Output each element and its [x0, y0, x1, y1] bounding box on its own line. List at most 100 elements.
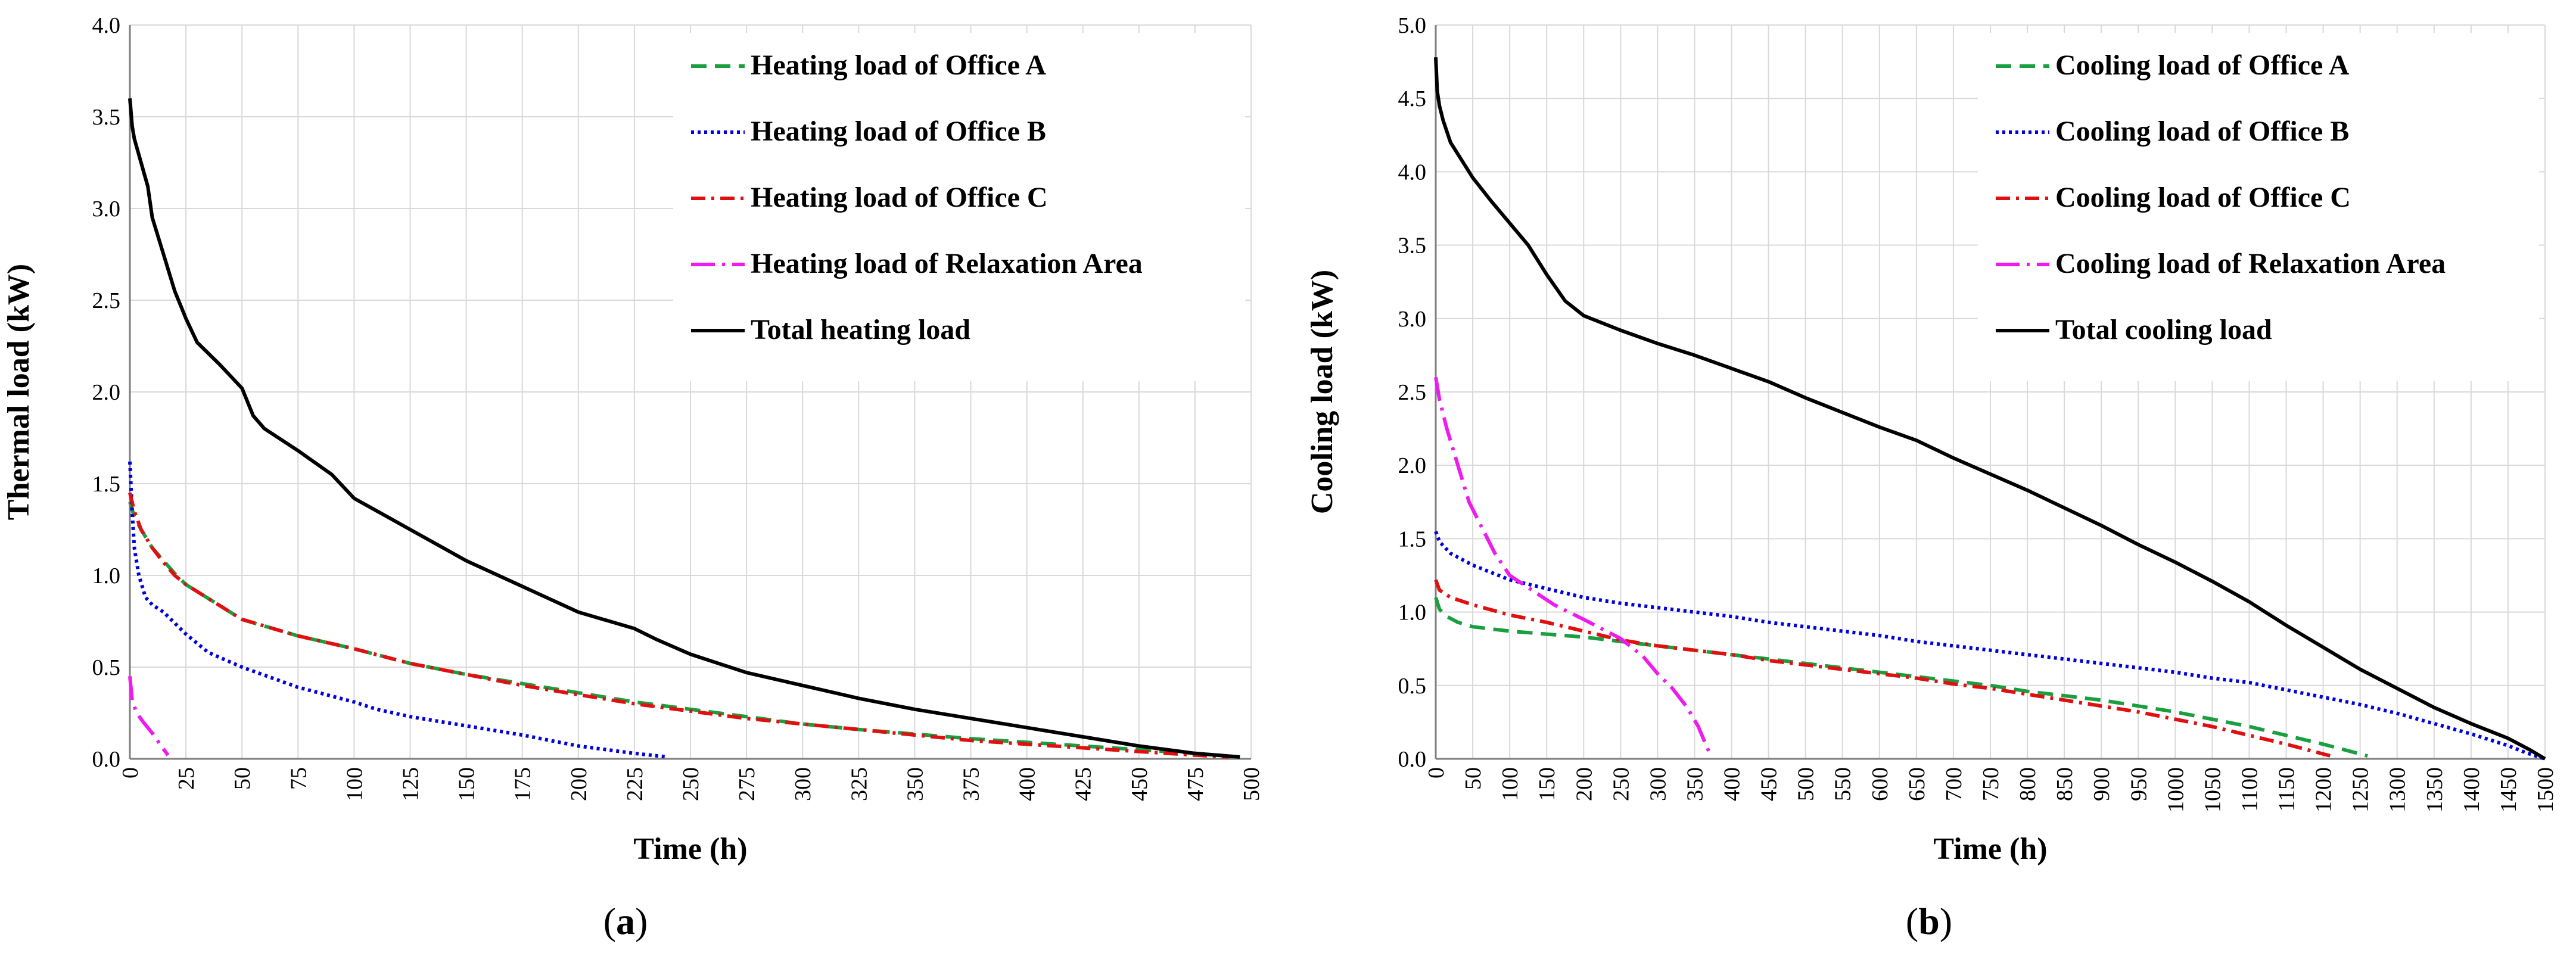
- y-tick-label-a-1: 0.5: [92, 655, 121, 680]
- x-tick-label-a-9: 225: [623, 767, 648, 801]
- x-tick-label-a-4: 100: [342, 767, 367, 801]
- chart-b: 0.0 0.5 1.0 1.5 2.0 2.5 3.0 3.5 4.0 4.5 5.0 0 50 100 1…: [1305, 13, 2558, 866]
- y-tick-label-b-0: 0.0: [1398, 747, 1427, 772]
- panel-label-b: (b): [1906, 900, 1952, 942]
- x-tick-label-b-28: 1400: [2459, 767, 2484, 812]
- x-tick-label-a-20: 500: [1239, 767, 1264, 801]
- y-tick-label-a-4: 2.0: [92, 380, 121, 405]
- x-tick-label-b-4: 200: [1572, 767, 1597, 801]
- x-tick-label-b-0: 0: [1424, 767, 1449, 778]
- x-tick-label-a-11: 275: [735, 767, 760, 801]
- x-tick-label-b-17: 850: [2052, 767, 2077, 801]
- series-line-heating-load-of-relaxation-area: [128, 676, 170, 756]
- x-tick-label-b-24: 1200: [2311, 767, 2337, 812]
- x-tick-label-b-22: 1100: [2237, 767, 2262, 812]
- x-tick-label-b-12: 600: [1868, 767, 1893, 801]
- series-line-cooling-load-of-relaxation-area: [1434, 376, 1713, 757]
- x-axis-title-b: Time (h): [1933, 832, 2047, 866]
- y-tick-label-a-7: 3.5: [92, 105, 121, 130]
- x-tick-label-a-5: 125: [399, 767, 424, 801]
- legend-label-heating-load-of-relaxation-area: Heating load of Relaxation Area: [751, 248, 1143, 279]
- x-tick-label-b-15: 750: [1978, 767, 2003, 801]
- panel-label-a: (a): [603, 900, 648, 942]
- x-tick-label-b-26: 1300: [2385, 767, 2410, 812]
- x-tick-label-a-3: 75: [286, 767, 311, 790]
- x-tick-label-b-6: 300: [1645, 767, 1670, 801]
- y-axis-title-a: Thermal load (kW): [2, 264, 36, 520]
- legend-label-cooling-load-of-office-b: Cooling load of Office B: [2055, 116, 2349, 147]
- y-tick-label-b-5: 2.5: [1398, 380, 1427, 405]
- x-tick-label-b-21: 1050: [2200, 767, 2225, 812]
- legend-label-total-cooling-load: Total cooling load: [2055, 314, 2272, 345]
- y-tick-label-a-6: 3.0: [92, 197, 121, 222]
- legend-label-total-heating-load: Total heating load: [751, 314, 970, 345]
- x-tick-label-b-27: 1350: [2422, 767, 2447, 812]
- x-tick-label-a-1: 25: [174, 767, 199, 790]
- x-tick-label-b-19: 950: [2126, 767, 2151, 801]
- x-tick-label-a-18: 450: [1127, 767, 1152, 801]
- series-line-heating-load-of-office-b: [128, 461, 668, 759]
- legend-label-cooling-load-of-office-a: Cooling load of Office A: [2055, 49, 2350, 81]
- x-tick-label-b-8: 400: [1720, 767, 1745, 801]
- y-tick-label-a-3: 1.5: [92, 472, 121, 497]
- series-line-heating-load-of-office-a: [128, 501, 1240, 759]
- y-tick-label-b-8: 4.0: [1398, 160, 1427, 185]
- x-tick-label-b-13: 650: [1905, 767, 1930, 801]
- legend-box-b: [1978, 33, 2539, 381]
- y-tick-label-b-6: 3.0: [1398, 307, 1427, 332]
- series-line-heating-load-of-office-c: [128, 492, 1229, 759]
- x-tick-label-a-15: 375: [959, 767, 984, 801]
- x-tick-label-a-8: 200: [567, 767, 592, 801]
- series-line-cooling-load-of-office-b: [1434, 531, 2546, 761]
- y-tick-label-b-2: 1.0: [1398, 600, 1427, 625]
- x-tick-label-b-7: 350: [1682, 767, 1707, 801]
- x-tick-label-a-7: 175: [511, 767, 536, 801]
- y-tick-label-b-7: 3.5: [1398, 233, 1427, 259]
- x-tick-label-a-14: 350: [903, 767, 928, 801]
- x-tick-label-b-25: 1250: [2348, 767, 2373, 812]
- y-tick-label-b-1: 0.5: [1398, 674, 1427, 699]
- legend-box-a: [673, 33, 1245, 381]
- x-tick-label-a-16: 400: [1015, 767, 1040, 801]
- y-tick-label-a-8: 4.0: [92, 13, 121, 38]
- x-tick-label-b-14: 700: [1942, 767, 1967, 801]
- y-tick-label-b-9: 4.5: [1398, 86, 1427, 111]
- x-axis-title-a: Time (h): [633, 832, 747, 866]
- x-tick-label-a-12: 300: [791, 767, 816, 801]
- x-tick-label-b-10: 500: [1794, 767, 1819, 801]
- y-tick-label-a-2: 1.0: [92, 563, 121, 588]
- x-tick-label-b-11: 550: [1831, 767, 1856, 801]
- y-axis-title-b: Cooling load (kW): [1305, 270, 1339, 514]
- x-tick-label-b-2: 100: [1498, 767, 1523, 801]
- y-tick-label-b-4: 2.0: [1398, 453, 1427, 478]
- x-tick-label-b-9: 450: [1757, 767, 1782, 801]
- series-line-total-heating-load: [128, 98, 1240, 759]
- x-tick-label-b-20: 1000: [2163, 767, 2188, 812]
- x-tick-label-b-23: 1150: [2275, 767, 2300, 812]
- legend-label-cooling-load-of-relaxation-area: Cooling load of Relaxation Area: [2055, 248, 2446, 279]
- x-tick-label-a-2: 50: [230, 767, 255, 790]
- series-line-cooling-load-of-office-c: [1434, 579, 2331, 758]
- legend-label-heating-load-of-office-a: Heating load of Office A: [751, 49, 1046, 81]
- x-tick-label-b-5: 250: [1609, 767, 1634, 801]
- y-tick-label-a-0: 0.0: [92, 747, 121, 772]
- x-tick-label-b-30: 1500: [2533, 767, 2558, 812]
- x-tick-label-a-10: 250: [679, 767, 704, 801]
- x-tick-label-a-17: 425: [1071, 767, 1096, 801]
- legend-label-heating-load-of-office-b: Heating load of Office B: [751, 116, 1046, 147]
- x-tick-label-a-6: 150: [455, 767, 480, 801]
- x-tick-label-a-13: 325: [847, 767, 872, 801]
- series-line-cooling-load-of-office-a: [1434, 597, 2368, 758]
- y-tick-label-b-10: 5.0: [1398, 13, 1427, 38]
- legend-label-cooling-load-of-office-c: Cooling load of Office C: [2055, 182, 2351, 213]
- y-tick-label-b-3: 1.5: [1398, 527, 1427, 552]
- y-tick-label-a-5: 2.5: [92, 288, 121, 313]
- x-tick-label-b-1: 50: [1461, 767, 1486, 790]
- chart-a: 0.0 0.5 1.0 1.5 2.0 2.5 3.0 3.5 4.0 0 25 50 75 100 125…: [2, 13, 1264, 866]
- x-tick-label-a-0: 0: [118, 767, 143, 778]
- x-tick-label-b-29: 1450: [2496, 767, 2521, 812]
- series-line-total-cooling-load: [1434, 57, 2546, 761]
- x-tick-label-a-19: 475: [1183, 767, 1208, 801]
- x-tick-label-b-3: 150: [1535, 767, 1560, 801]
